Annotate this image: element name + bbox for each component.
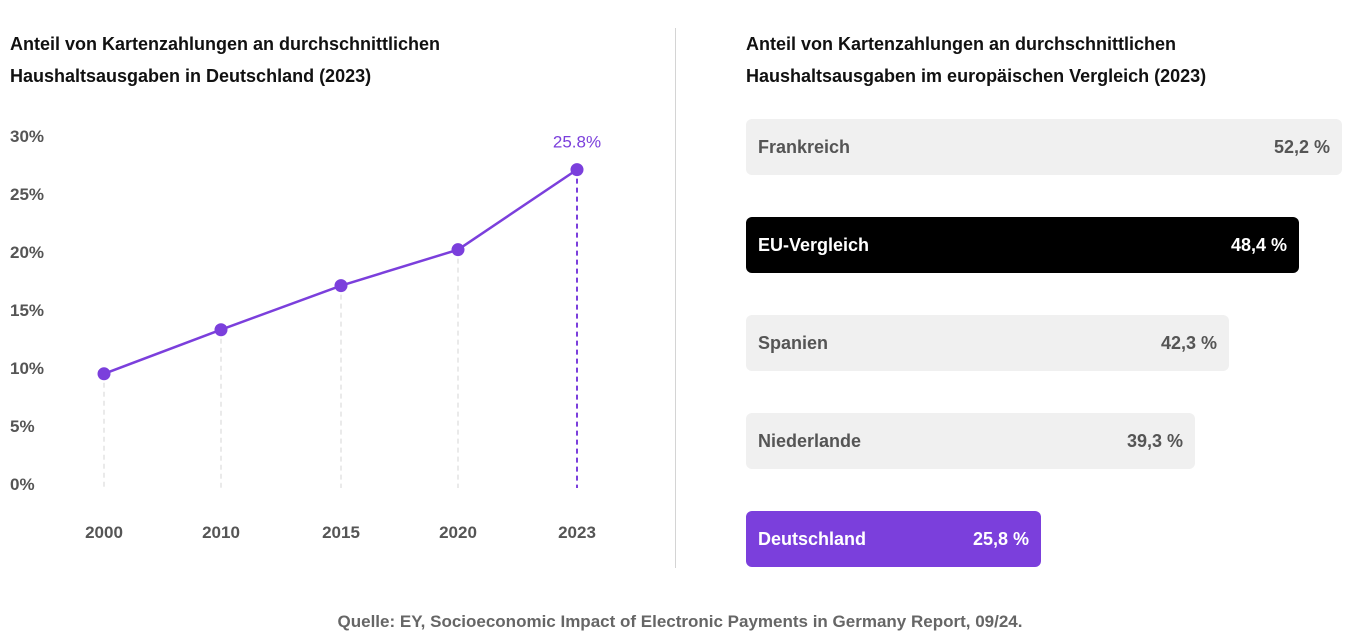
bar-category-label: Spanien bbox=[758, 332, 829, 353]
y-tick-label: 10% bbox=[10, 359, 44, 378]
right-chart-title-line2: Haushaltsausgaben im europäischen Vergle… bbox=[746, 66, 1207, 86]
y-tick-label: 30% bbox=[10, 127, 44, 146]
bar-category-label: Niederlande bbox=[758, 430, 862, 451]
data-point bbox=[97, 367, 111, 381]
left-chart-title-line1: Anteil von Kartenzahlungen an durchschni… bbox=[10, 34, 441, 54]
left-chart-title-line2: Haushaltsausgaben in Deutschland (2023) bbox=[10, 66, 372, 86]
y-tick-label: 0% bbox=[10, 475, 35, 494]
x-tick-label: 2015 bbox=[322, 523, 360, 542]
right-chart-title-line1: Anteil von Kartenzahlungen an durchschni… bbox=[746, 34, 1177, 54]
y-tick-label: 25% bbox=[10, 185, 44, 204]
y-tick-label: 5% bbox=[10, 417, 35, 436]
x-tick-label: 2000 bbox=[85, 523, 123, 542]
right-chart-title: Anteil von Kartenzahlungen an durchschni… bbox=[746, 28, 1346, 92]
data-point bbox=[334, 279, 348, 293]
bar-category-label: Frankreich bbox=[758, 136, 851, 157]
source-note: Quelle: EY, Socioeconomic Impact of Elec… bbox=[337, 612, 1023, 631]
bar-value-label: 25,8 % bbox=[972, 528, 1029, 549]
bar-category-label: EU-Vergleich bbox=[758, 234, 870, 255]
bar-eu-vergleich: EU-Vergleich 48,4 % bbox=[746, 217, 1299, 273]
y-tick-label: 15% bbox=[10, 301, 44, 320]
x-tick-label: 2023 bbox=[558, 523, 596, 542]
bar-value-label: 52,2 % bbox=[1273, 136, 1330, 157]
bar-spanien: Spanien 42,3 % bbox=[746, 315, 1229, 371]
x-tick-label: 2010 bbox=[202, 523, 240, 542]
bar-category-label: Deutschland bbox=[758, 528, 867, 549]
bar-value-label: 42,3 % bbox=[1160, 332, 1217, 353]
chart-divider bbox=[675, 28, 676, 568]
line-chart: 0% 5% 10% 15% 20% 25% 30% 2000 2010 2015 2020 2023 2… bbox=[10, 127, 601, 542]
bar-deutschland: Deutschland 25,8 % bbox=[746, 511, 1041, 567]
data-point bbox=[451, 243, 465, 257]
left-chart-title: Anteil von Kartenzahlungen an durchschni… bbox=[10, 28, 610, 92]
bar-frankreich: Frankreich 52,2 % bbox=[746, 119, 1342, 175]
y-tick-label: 20% bbox=[10, 243, 44, 262]
data-point bbox=[570, 163, 584, 177]
bar-value-label: 48,4 % bbox=[1230, 234, 1287, 255]
data-point bbox=[214, 323, 228, 337]
bar-value-label: 39,3 % bbox=[1126, 430, 1183, 451]
bar-niederlande: Niederlande 39,3 % bbox=[746, 413, 1195, 469]
x-tick-label: 2020 bbox=[439, 523, 477, 542]
annotation-label: 25.8% bbox=[553, 133, 601, 152]
